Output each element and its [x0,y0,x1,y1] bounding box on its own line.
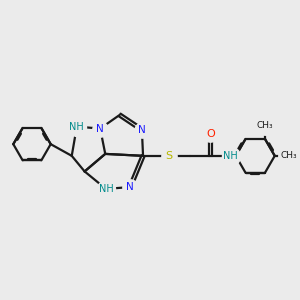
Text: NH: NH [69,122,84,132]
Text: N: N [96,124,104,134]
Text: NH: NH [223,151,238,161]
Text: NH: NH [99,184,113,194]
Text: N: N [126,182,134,192]
Text: CH₃: CH₃ [257,121,273,130]
Text: O: O [206,129,215,139]
Text: S: S [166,151,173,161]
Text: CH₃: CH₃ [280,151,297,160]
Text: N: N [138,125,146,135]
